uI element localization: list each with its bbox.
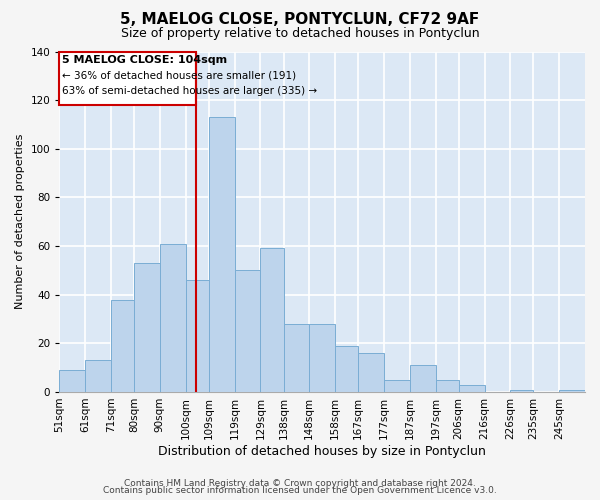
Bar xyxy=(111,300,134,392)
Text: Contains public sector information licensed under the Open Government Licence v3: Contains public sector information licen… xyxy=(103,486,497,495)
Y-axis label: Number of detached properties: Number of detached properties xyxy=(15,134,25,310)
X-axis label: Distribution of detached houses by size in Pontyclun: Distribution of detached houses by size … xyxy=(158,444,486,458)
Bar xyxy=(260,248,284,392)
Bar xyxy=(436,380,459,392)
Bar xyxy=(510,390,533,392)
Text: Contains HM Land Registry data © Crown copyright and database right 2024.: Contains HM Land Registry data © Crown c… xyxy=(124,478,476,488)
Bar xyxy=(559,390,585,392)
FancyBboxPatch shape xyxy=(59,52,196,105)
Text: ← 36% of detached houses are smaller (191): ← 36% of detached houses are smaller (19… xyxy=(62,71,296,81)
Text: 5, MAELOG CLOSE, PONTYCLUN, CF72 9AF: 5, MAELOG CLOSE, PONTYCLUN, CF72 9AF xyxy=(121,12,479,28)
Bar xyxy=(358,353,384,392)
Bar xyxy=(85,360,111,392)
Bar xyxy=(384,380,410,392)
Bar xyxy=(209,117,235,392)
Bar xyxy=(160,244,185,392)
Bar xyxy=(459,384,485,392)
Bar xyxy=(134,263,160,392)
Text: 63% of semi-detached houses are larger (335) →: 63% of semi-detached houses are larger (… xyxy=(62,86,317,96)
Bar xyxy=(410,365,436,392)
Bar xyxy=(235,270,260,392)
Bar xyxy=(185,280,209,392)
Bar xyxy=(59,370,85,392)
Bar xyxy=(335,346,358,392)
Text: 5 MAELOG CLOSE: 104sqm: 5 MAELOG CLOSE: 104sqm xyxy=(62,55,227,65)
Bar xyxy=(309,324,335,392)
Bar xyxy=(284,324,309,392)
Text: Size of property relative to detached houses in Pontyclun: Size of property relative to detached ho… xyxy=(121,28,479,40)
